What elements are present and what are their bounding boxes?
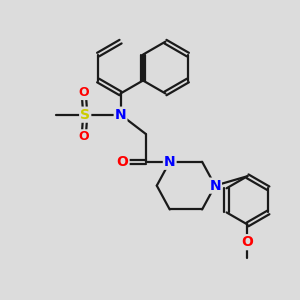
Text: O: O	[117, 155, 129, 169]
Text: O: O	[242, 235, 254, 249]
Text: O: O	[78, 86, 89, 99]
Text: N: N	[115, 108, 126, 122]
Text: O: O	[78, 130, 89, 143]
Text: N: N	[209, 178, 221, 193]
Text: N: N	[164, 155, 176, 169]
Text: S: S	[80, 108, 90, 122]
